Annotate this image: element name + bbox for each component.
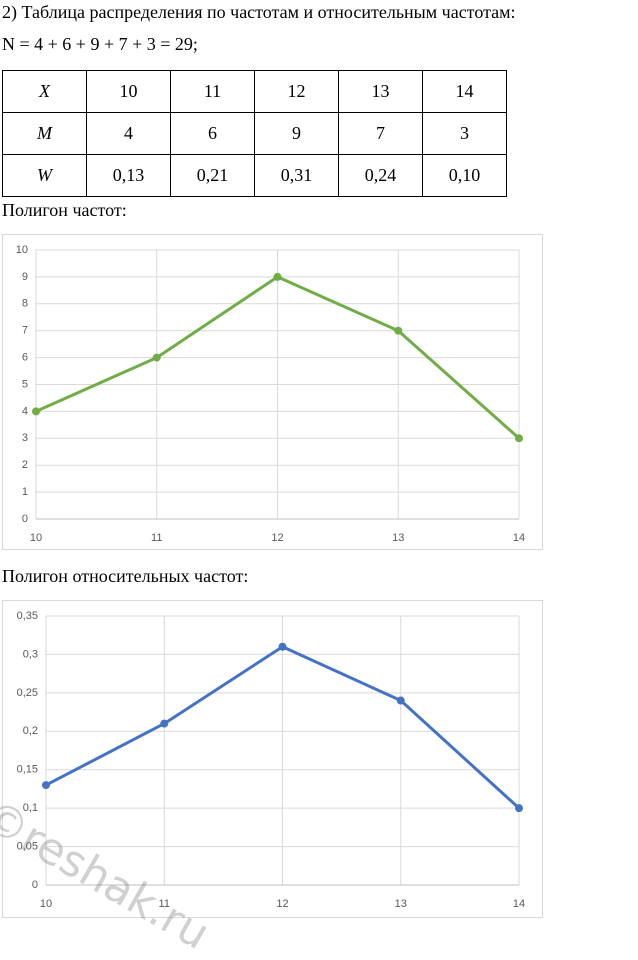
x-tick-label: 10 [40, 898, 52, 910]
x-tick-label: 13 [395, 898, 407, 910]
y-tick-label: 0 [32, 879, 38, 891]
x-tick-label: 11 [159, 898, 170, 910]
y-tick-label: 10 [16, 244, 28, 256]
table-row: X 10 11 12 13 14 [2, 70, 507, 113]
table-row: W 0,13 0,21 0,31 0,24 0,10 [2, 154, 507, 197]
x-tick-label: 12 [271, 532, 283, 544]
x-tick-label: 12 [276, 898, 288, 910]
table-cell: 10 [86, 70, 171, 113]
y-tick-label: 0,35 [17, 610, 38, 622]
row-header: M [2, 112, 87, 155]
data-point [515, 804, 523, 813]
data-point [515, 434, 523, 443]
document: {"heading": "2) Таблица распределения по… [0, 2, 543, 960]
data-point [32, 407, 40, 416]
y-tick-label: 4 [22, 405, 28, 417]
table-cell: 0,21 [170, 154, 255, 197]
table-cell: 0,10 [422, 154, 507, 197]
y-tick-label: 6 [22, 352, 28, 364]
table-cell: 3 [422, 112, 507, 155]
data-point [42, 781, 50, 790]
data-point [160, 719, 169, 728]
table-cell: 0,24 [338, 154, 423, 197]
caption: Полигон частот: [2, 200, 127, 220]
y-tick-label: 0,1 [23, 802, 38, 814]
formula: N = 4 + 6 + 9 + 7 + 3 = 29; [2, 34, 198, 54]
frequency-table: X 10 11 12 13 14 M 4 6 9 7 3 W 0,13 0,21 0,31 0,24 0,10 [2, 70, 507, 197]
table-cell: 4 [86, 112, 171, 155]
table-cell: 7 [338, 112, 423, 155]
y-tick-label: 8 [22, 298, 28, 310]
y-tick-label: 0,15 [17, 764, 38, 776]
chart-frame [2, 234, 543, 550]
caption: Полигон относительных частот: [2, 566, 249, 586]
y-tick-label: 1 [22, 486, 28, 498]
y-tick-label: 5 [22, 378, 28, 390]
heading: 2) Таблица распределения по частотам и о… [2, 2, 516, 22]
data-point [273, 272, 282, 281]
table-cell: 9 [254, 112, 339, 155]
y-tick-label: 0,3 [23, 648, 38, 660]
row-header: W [2, 154, 87, 197]
row-header: X [2, 70, 87, 113]
data-point [396, 696, 405, 705]
table-cell: 12 [254, 70, 339, 113]
x-tick-label: 11 [151, 532, 162, 544]
y-tick-label: 0,05 [17, 840, 38, 852]
x-tick-label: 13 [392, 532, 404, 544]
x-tick-label: 10 [30, 532, 42, 544]
y-tick-label: 0,2 [23, 725, 38, 737]
table-cell: 0,13 [86, 154, 171, 197]
table-cell: 0,31 [254, 154, 339, 197]
x-tick-label: 14 [513, 532, 525, 544]
table-cell: 6 [170, 112, 255, 155]
y-tick-label: 2 [22, 459, 28, 471]
table-cell: 13 [338, 70, 423, 113]
page: Полигон частот html, body { margin: 0; p… [0, 2, 543, 960]
data-point [152, 353, 161, 362]
y-tick-label: 3 [22, 432, 28, 444]
y-tick-label: 0,25 [17, 687, 38, 699]
data-point [394, 326, 403, 335]
data-point [278, 642, 287, 651]
chart: 0 0,05 0,1 0,15 0,2 0,25 0,3 0,35 10 11 12 13 14 [2, 600, 543, 918]
y-tick-label: 7 [22, 325, 28, 337]
table-cell: 11 [170, 70, 255, 113]
y-tick-label: 9 [22, 271, 28, 283]
y-tick-label: 0 [22, 513, 28, 525]
table-cell: 14 [422, 70, 507, 113]
x-tick-label: 14 [513, 898, 525, 910]
